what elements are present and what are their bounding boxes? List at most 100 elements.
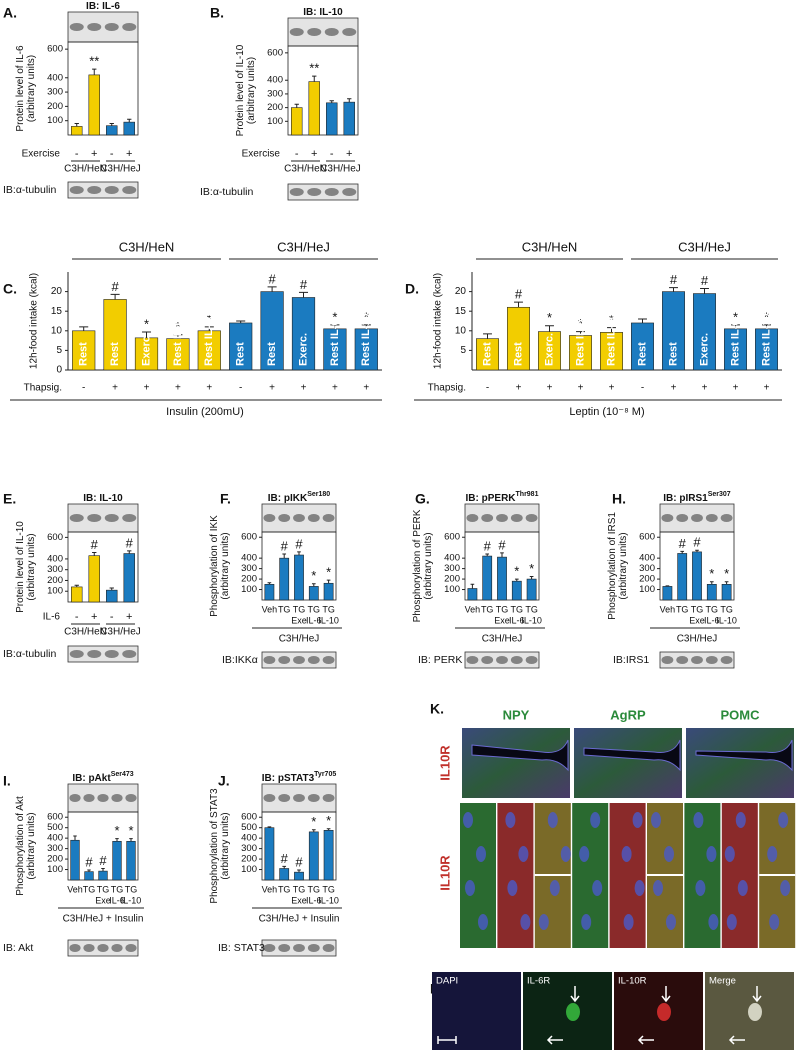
blot-title: IB: IL-10 bbox=[83, 493, 123, 504]
error-bar bbox=[312, 75, 317, 82]
significance-mark: # bbox=[295, 536, 303, 551]
row-value: - bbox=[110, 611, 114, 623]
x-sub-label: Exe bbox=[494, 615, 510, 625]
cell bbox=[621, 846, 632, 862]
blot-band bbox=[83, 794, 95, 802]
significance-mark: # bbox=[99, 853, 107, 868]
blot-band bbox=[510, 514, 523, 522]
row-label: Thapsig. bbox=[428, 383, 466, 394]
y-axis-label: (arbitrary units) bbox=[618, 532, 629, 599]
significance-mark: * bbox=[609, 312, 614, 327]
x-tick-label: TG bbox=[97, 884, 110, 894]
error-bar bbox=[731, 324, 740, 329]
x-sub-label: IL-10 bbox=[121, 895, 142, 905]
y-tick-label: 10 bbox=[455, 325, 467, 336]
error-bar bbox=[297, 869, 301, 873]
loading-blot-band bbox=[293, 944, 305, 952]
row-value: + bbox=[702, 383, 708, 394]
y-axis-label: (arbitrary units) bbox=[220, 532, 231, 599]
y-axis-label: (arbitrary units) bbox=[26, 533, 37, 600]
bar bbox=[497, 556, 507, 601]
significance-mark: # bbox=[281, 851, 289, 866]
cell bbox=[476, 846, 486, 862]
blot-band bbox=[324, 28, 339, 36]
y-tick-label: 200 bbox=[47, 854, 63, 865]
error-bar bbox=[576, 331, 585, 336]
row-value: - bbox=[75, 611, 79, 623]
loading-blot-band bbox=[278, 944, 291, 952]
cell bbox=[737, 880, 748, 896]
error-bar bbox=[347, 98, 352, 103]
cell bbox=[465, 880, 475, 896]
x-sub-label: Exe bbox=[291, 895, 307, 905]
y-tick-label: 400 bbox=[241, 833, 257, 844]
x-tick-label: Veh bbox=[67, 884, 83, 894]
group-label: C3H/HeN bbox=[284, 164, 327, 175]
row-value: + bbox=[346, 148, 352, 160]
cell bbox=[590, 812, 601, 828]
blot-band bbox=[676, 514, 689, 522]
bar-label: Rest bbox=[78, 342, 90, 366]
panel-label: A. bbox=[3, 5, 17, 21]
micrograph bbox=[686, 728, 794, 798]
row-value: - bbox=[82, 383, 85, 394]
group-label: C3H/HeJ bbox=[279, 634, 320, 645]
bar-label: Rest bbox=[109, 342, 121, 366]
bar-label: Rest IL-10 bbox=[203, 313, 215, 366]
y-tick-label: 200 bbox=[639, 574, 655, 585]
cell bbox=[666, 914, 676, 930]
loading-blot-band bbox=[111, 944, 123, 952]
arrow bbox=[546, 986, 580, 1045]
error-bar bbox=[700, 287, 709, 294]
plot-frame bbox=[67, 531, 139, 603]
bar-label: Rest bbox=[636, 342, 648, 366]
error-bar bbox=[297, 551, 301, 556]
y-tick-label: 100 bbox=[47, 586, 63, 597]
row-value: + bbox=[311, 148, 317, 160]
x-sub-label: IL-10 bbox=[716, 615, 737, 625]
y-tick-label: 15 bbox=[455, 306, 467, 317]
error-bar bbox=[311, 829, 316, 832]
bar-label: Rest bbox=[266, 342, 278, 366]
y-axis-label: Protein level of IL-10 bbox=[235, 44, 246, 136]
error-bar bbox=[173, 334, 183, 339]
cell bbox=[651, 812, 661, 828]
significance-mark: # bbox=[484, 538, 492, 553]
blot-title: IB: pPERKThr981 bbox=[466, 491, 539, 504]
x-tick-label: TG bbox=[125, 884, 138, 894]
y-tick-label: 200 bbox=[47, 575, 63, 586]
significance-mark: * bbox=[724, 566, 729, 581]
y-tick-label: 600 bbox=[241, 812, 257, 823]
error-bar bbox=[329, 100, 334, 103]
significance-mark: # bbox=[295, 854, 303, 869]
blot-band bbox=[87, 514, 102, 522]
cell bbox=[634, 880, 645, 896]
cell bbox=[581, 914, 592, 930]
error-bar bbox=[127, 550, 132, 554]
bar bbox=[511, 580, 522, 601]
blot-title: IB: pAktSer473 bbox=[72, 771, 133, 784]
cell bbox=[693, 812, 704, 828]
x-sub-label: IL-10 bbox=[318, 615, 339, 625]
row-value: - bbox=[110, 148, 114, 160]
loading-blot-band bbox=[125, 944, 137, 952]
blot-title-sup: Tyr705 bbox=[314, 771, 336, 778]
loading-label: IB: STAT3 bbox=[218, 942, 265, 954]
x-tick-label: TG bbox=[278, 884, 291, 894]
blot-band bbox=[322, 514, 335, 522]
blot-band bbox=[481, 514, 494, 522]
y-axis-label: (arbitrary units) bbox=[26, 55, 37, 122]
cell bbox=[706, 846, 717, 862]
row-value: + bbox=[175, 383, 181, 394]
blot-band bbox=[69, 514, 84, 522]
row-label: IL10R bbox=[437, 745, 452, 781]
blot-title: IB: pIKKSer180 bbox=[268, 491, 331, 504]
group-label: C3H/HeN bbox=[119, 239, 175, 254]
row-value: + bbox=[206, 383, 212, 394]
row-value: - bbox=[239, 383, 242, 394]
bar bbox=[308, 81, 320, 136]
error-bar bbox=[129, 838, 133, 842]
significance-mark: * bbox=[326, 813, 331, 828]
y-tick-label: 200 bbox=[47, 101, 63, 112]
